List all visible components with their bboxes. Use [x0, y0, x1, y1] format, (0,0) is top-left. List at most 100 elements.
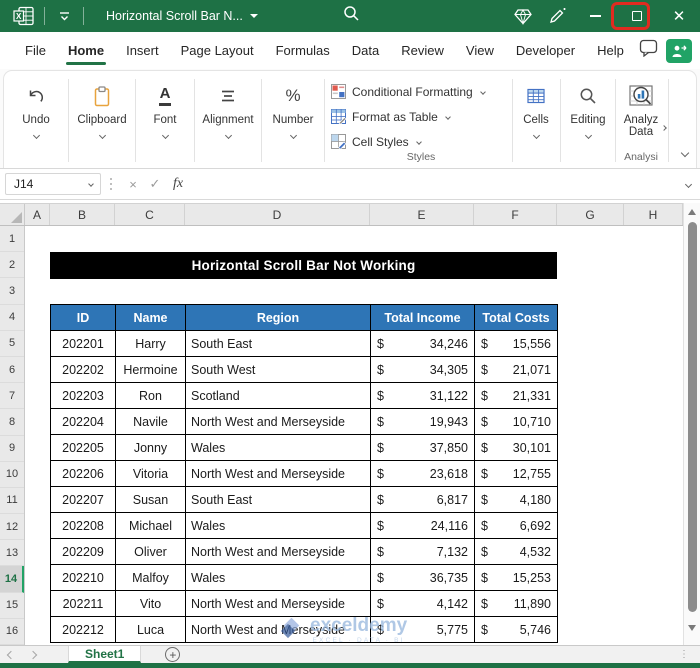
- column-header-D[interactable]: D: [185, 204, 370, 225]
- cell-name[interactable]: Oliver: [115, 538, 186, 565]
- next-sheet-arrow[interactable]: [22, 650, 44, 659]
- cell-region[interactable]: North West and Merseyside: [185, 538, 371, 565]
- cell-total-income[interactable]: $31,122: [370, 382, 475, 409]
- cell-name[interactable]: Luca: [115, 616, 186, 643]
- column-header-C[interactable]: C: [115, 204, 185, 225]
- cell-name[interactable]: Jonny: [115, 434, 186, 461]
- cell-styles-button[interactable]: Cell Styles: [331, 129, 511, 154]
- cell-region[interactable]: Wales: [185, 564, 371, 591]
- cell-id[interactable]: 202202: [50, 356, 116, 383]
- clipboard-button[interactable]: Clipboard: [69, 77, 135, 165]
- maximize-button[interactable]: [616, 0, 658, 32]
- sheet-tab-sheet1[interactable]: Sheet1: [68, 646, 142, 663]
- table-header-name[interactable]: Name: [115, 304, 186, 331]
- column-header-G[interactable]: G: [557, 204, 624, 225]
- format-as-table-button[interactable]: Format as Table: [331, 104, 511, 129]
- vertical-scrollbar-thumb[interactable]: [688, 222, 697, 612]
- column-header-B[interactable]: B: [50, 204, 115, 225]
- cell-total-income[interactable]: $24,116: [370, 512, 475, 539]
- insert-function-icon[interactable]: fx: [172, 176, 184, 191]
- cell-region[interactable]: North West and Merseyside: [185, 616, 371, 643]
- cell-name[interactable]: Ron: [115, 382, 186, 409]
- row-header-7[interactable]: 7: [0, 383, 24, 410]
- row-header-3[interactable]: 3: [0, 278, 24, 305]
- number-button[interactable]: % Number: [262, 77, 324, 165]
- name-box[interactable]: J14: [5, 173, 101, 195]
- row-header-11[interactable]: 11: [0, 488, 24, 515]
- cell-id[interactable]: 202212: [50, 616, 116, 643]
- workbook-title[interactable]: Horizontal Scroll Bar N...: [106, 9, 258, 23]
- cell-id[interactable]: 202207: [50, 486, 116, 513]
- editing-mode-pen-icon[interactable]: [540, 0, 574, 32]
- undo-button[interactable]: Undo: [4, 77, 68, 165]
- cell-region[interactable]: North West and Merseyside: [185, 460, 371, 487]
- confirm-entry-icon[interactable]: ✓: [149, 176, 161, 191]
- tab-insert[interactable]: Insert: [126, 43, 159, 58]
- cell-total-income[interactable]: $23,618: [370, 460, 475, 487]
- column-header-E[interactable]: E: [370, 204, 474, 225]
- cell-name[interactable]: Malfoy: [115, 564, 186, 591]
- cells-button[interactable]: Cells: [513, 77, 559, 165]
- font-button[interactable]: A Font: [136, 77, 194, 165]
- row-header-9[interactable]: 9: [0, 436, 24, 462]
- select-all-corner[interactable]: [0, 204, 25, 225]
- cell-region[interactable]: South East: [185, 486, 371, 513]
- cell-total-income[interactable]: $5,775: [370, 616, 475, 643]
- add-sheet-button[interactable]: +: [165, 647, 181, 662]
- cell-name[interactable]: Vito: [115, 590, 186, 617]
- cell-name[interactable]: Vitoria: [115, 460, 186, 487]
- cell-total-costs[interactable]: $15,556: [474, 330, 558, 357]
- cell-total-costs[interactable]: $12,755: [474, 460, 558, 487]
- tab-page-layout[interactable]: Page Layout: [180, 43, 254, 58]
- row-header-1[interactable]: 1: [0, 226, 24, 253]
- row-header-12[interactable]: 12: [0, 514, 24, 541]
- comments-icon[interactable]: [639, 39, 658, 62]
- vertical-scrollbar[interactable]: [683, 203, 700, 645]
- row-header-10[interactable]: 10: [0, 462, 24, 488]
- analyze-data-button[interactable]: Analyz Data: [616, 77, 666, 165]
- cell-total-income[interactable]: $19,943: [370, 408, 475, 435]
- cell-total-costs[interactable]: $30,101: [474, 434, 558, 461]
- cell-region[interactable]: South West: [185, 356, 371, 383]
- cell-total-income[interactable]: $6,817: [370, 486, 475, 513]
- cell-id[interactable]: 202209: [50, 538, 116, 565]
- row-header-14[interactable]: 14: [0, 566, 24, 593]
- cell-id[interactable]: 202203: [50, 382, 116, 409]
- cell-total-income[interactable]: $7,132: [370, 538, 475, 565]
- cell-id[interactable]: 202210: [50, 564, 116, 591]
- column-header-H[interactable]: H: [624, 204, 683, 225]
- cell-total-income[interactable]: $36,735: [370, 564, 475, 591]
- table-header-id[interactable]: ID: [50, 304, 116, 331]
- cell-total-costs[interactable]: $21,071: [474, 356, 558, 383]
- tab-home[interactable]: Home: [57, 32, 115, 69]
- cell-id[interactable]: 202208: [50, 512, 116, 539]
- cell-total-costs[interactable]: $4,180: [474, 486, 558, 513]
- share-button[interactable]: [666, 38, 692, 63]
- cell-name[interactable]: Michael: [115, 512, 186, 539]
- alignment-button[interactable]: Alignment: [195, 77, 261, 165]
- row-header-15[interactable]: 15: [0, 593, 24, 619]
- column-header-A[interactable]: A: [25, 204, 50, 225]
- cell-region[interactable]: North West and Merseyside: [185, 408, 371, 435]
- cell-total-costs[interactable]: $10,710: [474, 408, 558, 435]
- row-header-13[interactable]: 13: [0, 540, 24, 567]
- minimize-button[interactable]: [574, 0, 616, 32]
- table-header-region[interactable]: Region: [185, 304, 371, 331]
- cell-region[interactable]: South East: [185, 330, 371, 357]
- tabbar-resize-handle[interactable]: ⋮: [679, 649, 690, 660]
- scroll-down-arrow-icon[interactable]: [688, 625, 696, 631]
- row-header-2[interactable]: 2: [0, 252, 24, 279]
- cell-name[interactable]: Susan: [115, 486, 186, 513]
- tab-formulas[interactable]: Formulas: [275, 43, 330, 58]
- cell-total-costs[interactable]: $11,890: [474, 590, 558, 617]
- scroll-up-arrow-icon[interactable]: [688, 209, 696, 215]
- cell-total-income[interactable]: $34,246: [370, 330, 475, 357]
- row-header-5[interactable]: 5: [0, 331, 24, 357]
- search-icon[interactable]: [343, 5, 360, 27]
- cell-region[interactable]: Scotland: [185, 382, 371, 409]
- table-header-total-income[interactable]: Total Income: [370, 304, 475, 331]
- cell-name[interactable]: Hermoine: [115, 356, 186, 383]
- premium-diamond-icon[interactable]: [506, 0, 540, 32]
- worksheet-title-banner[interactable]: Horizontal Scroll Bar Not Working: [50, 252, 557, 279]
- cell-total-costs[interactable]: $15,253: [474, 564, 558, 591]
